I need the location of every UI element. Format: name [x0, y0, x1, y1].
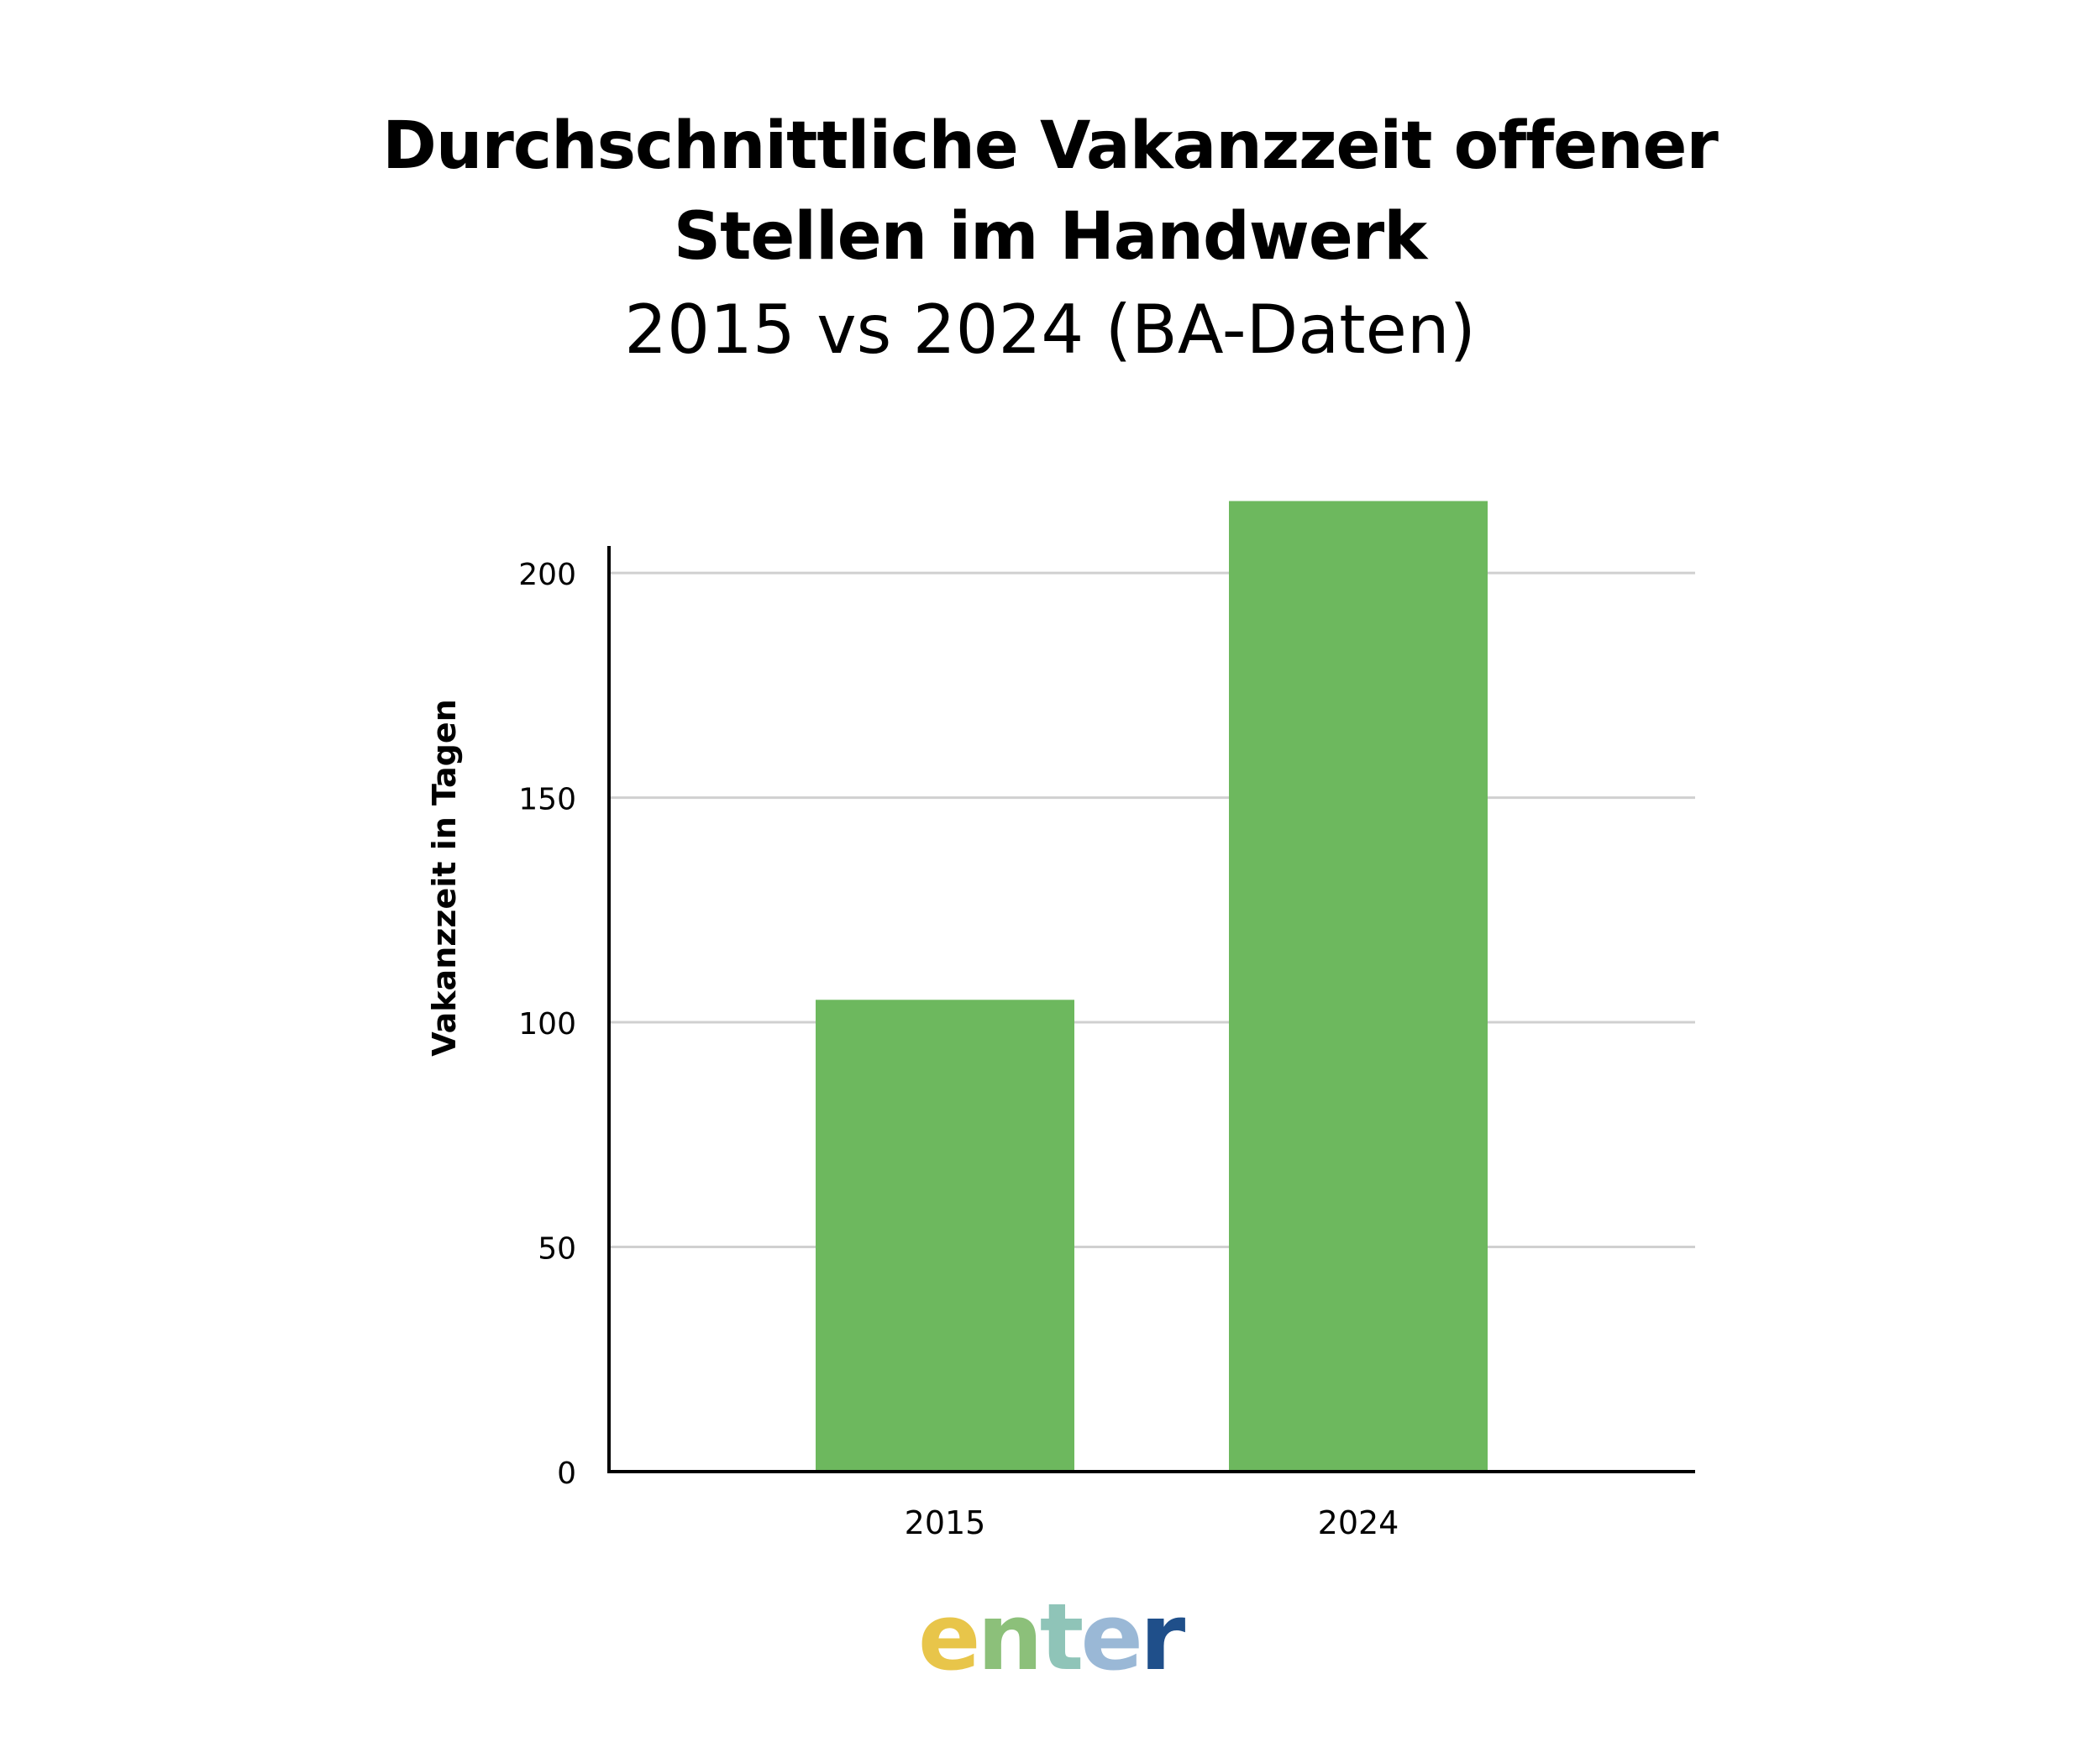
bar-2015	[816, 1000, 1074, 1472]
y-axis-label: Vakanzzeit in Tagen	[426, 699, 463, 1056]
logo-letter: n	[977, 1583, 1042, 1691]
grid-lines	[609, 571, 1695, 1249]
logo-letter: e	[917, 1583, 981, 1691]
y-tick-labels: 0 50 100 150 200	[518, 558, 576, 1491]
logo-letter: r	[1139, 1583, 1185, 1691]
y-tick-label: 100	[518, 1007, 576, 1042]
chart-header: Durchschnittliche Vakanzzeit offener Ste…	[0, 101, 2100, 376]
x-tick-labels: 2015 2024	[905, 1504, 1399, 1541]
y-tick-label: 50	[538, 1232, 576, 1267]
chart-subtitle: 2015 vs 2024 (BA-Daten)	[624, 291, 1476, 369]
bars	[816, 501, 1488, 1472]
enter-logo: enter	[0, 1583, 2100, 1691]
y-tick-label: 150	[518, 783, 576, 817]
logo-wordmark: enter	[917, 1583, 1185, 1691]
y-tick-label: 0	[557, 1456, 576, 1491]
y-tick-label: 200	[518, 558, 576, 592]
chart-title-line-1: Durchschnittliche Vakanzzeit offener	[382, 108, 1719, 184]
logo-letter: t	[1039, 1583, 1084, 1691]
chart-title-line-2: Stellen im Handwerk	[673, 199, 1427, 275]
x-tick-label: 2024	[1318, 1504, 1399, 1541]
axes	[607, 546, 1695, 1473]
x-tick-label: 2015	[905, 1504, 986, 1541]
bar-2024	[1229, 501, 1488, 1472]
logo-letter: e	[1080, 1583, 1143, 1691]
